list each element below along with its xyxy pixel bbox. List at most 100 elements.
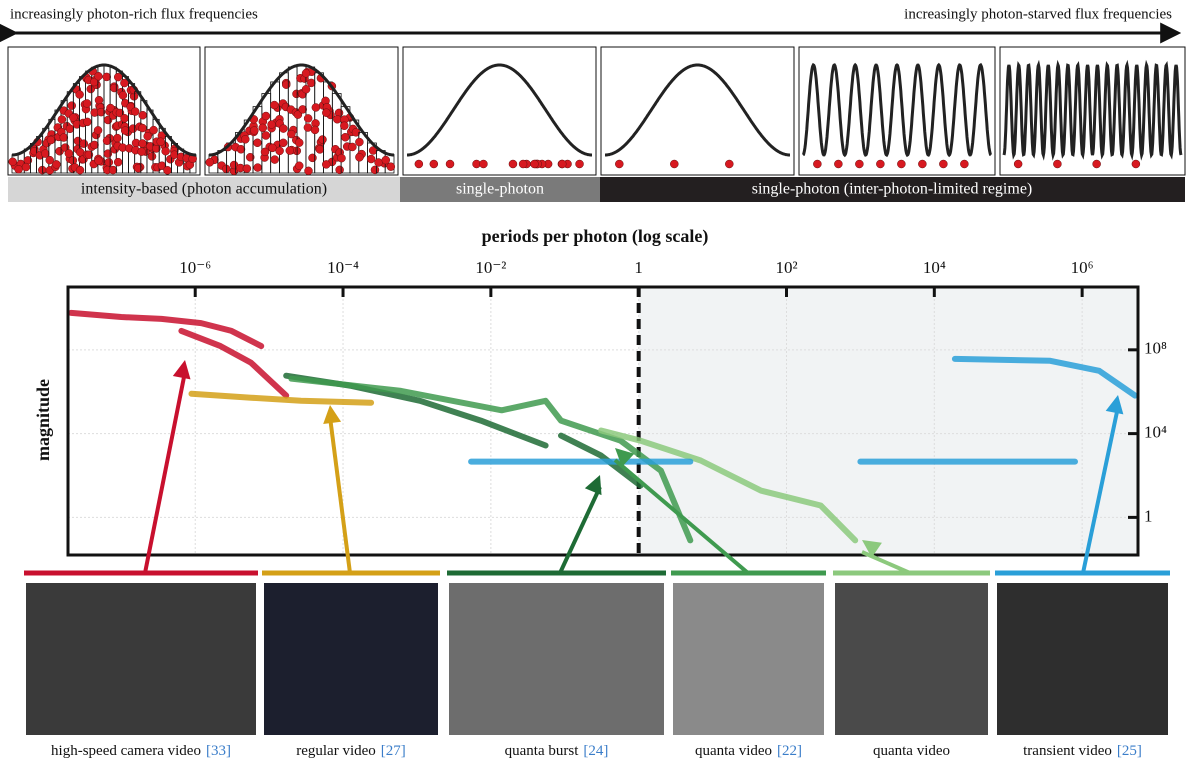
photon (52, 160, 60, 168)
photon (94, 72, 102, 80)
photon (83, 118, 91, 126)
photon (1132, 160, 1140, 168)
x-tick-label: 10⁻⁴ (327, 258, 359, 277)
caption: quanta video (873, 743, 950, 759)
x-tick-label: 1 (634, 258, 643, 277)
caption-text: quanta video (873, 743, 950, 759)
photon (148, 152, 156, 160)
photon (302, 69, 310, 77)
photon (76, 91, 84, 99)
photon (163, 166, 171, 174)
photon (268, 121, 276, 129)
photon (340, 122, 348, 130)
photon (262, 112, 270, 120)
photon (382, 156, 390, 164)
photon (295, 139, 303, 147)
photon (138, 139, 146, 147)
photon (47, 136, 55, 144)
photon (558, 160, 566, 168)
photon (918, 160, 926, 168)
photon (286, 147, 294, 155)
photon (22, 163, 30, 171)
photon (834, 160, 842, 168)
photon (80, 140, 88, 148)
y-axis-label: magnitude (33, 379, 53, 461)
x-tick-label: 10⁻⁶ (179, 258, 211, 277)
photon (119, 91, 127, 99)
photon (295, 162, 303, 170)
photon (104, 150, 112, 158)
photon (897, 160, 905, 168)
photon (254, 164, 262, 172)
photon (855, 160, 863, 168)
photon (348, 143, 356, 151)
photon (387, 163, 395, 171)
photon (259, 124, 267, 132)
photon (960, 160, 968, 168)
photon (304, 114, 312, 122)
photon (725, 160, 733, 168)
photon (446, 160, 454, 168)
figure: increasingly photon-rich flux frequencie… (0, 0, 1191, 768)
photon (316, 145, 324, 153)
photon (105, 158, 113, 166)
photon (131, 108, 139, 116)
y-tick-label: 1 (1144, 506, 1153, 525)
photon (91, 141, 99, 149)
photon (813, 160, 821, 168)
photon (307, 79, 315, 87)
photon (94, 126, 102, 134)
caption: quanta video[22] (695, 743, 802, 759)
photon (670, 160, 678, 168)
photon (876, 160, 884, 168)
example-image (997, 583, 1168, 735)
example-image (835, 583, 988, 735)
photon (58, 115, 66, 123)
photon (60, 134, 68, 142)
caption-text: regular video (296, 743, 376, 759)
photon (312, 103, 320, 111)
photon (355, 153, 363, 161)
photon (237, 145, 245, 153)
photon (375, 158, 383, 166)
caption-text: high-speed camera video (51, 743, 201, 759)
photon (138, 148, 146, 156)
photon (253, 139, 261, 147)
photon (430, 160, 438, 168)
photon (68, 102, 76, 110)
photon (287, 130, 295, 138)
photon (261, 148, 269, 156)
photon (144, 132, 152, 140)
photon (308, 154, 316, 162)
photon (113, 134, 121, 142)
photon (95, 157, 103, 165)
example-image (449, 583, 664, 735)
example-image (673, 583, 824, 735)
caption: regular video[27] (296, 743, 406, 759)
caption: transient video[25] (1023, 743, 1142, 759)
photon (268, 144, 276, 152)
photon (1053, 160, 1061, 168)
photon (270, 101, 278, 109)
photon (279, 139, 287, 147)
photon (318, 136, 326, 144)
caption-text: quanta video (695, 743, 772, 759)
regime-label: intensity-based (photon accumulation) (81, 181, 327, 198)
regime-label: single-photon (inter-photon-limited regi… (752, 181, 1033, 198)
x-axis-label: periods per photon (log scale) (482, 226, 709, 247)
x-tick-label: 10² (775, 258, 797, 277)
photon (302, 85, 310, 93)
photon (110, 84, 118, 92)
photon (311, 126, 319, 134)
photon (322, 160, 330, 168)
photon (157, 138, 165, 146)
inter-photon-region (639, 287, 1138, 555)
photon (322, 109, 330, 117)
photon (304, 167, 312, 175)
photon (66, 125, 74, 133)
caption-ref: [25] (1117, 743, 1142, 759)
photon (367, 155, 375, 163)
photon (103, 73, 111, 81)
photon (114, 158, 122, 166)
